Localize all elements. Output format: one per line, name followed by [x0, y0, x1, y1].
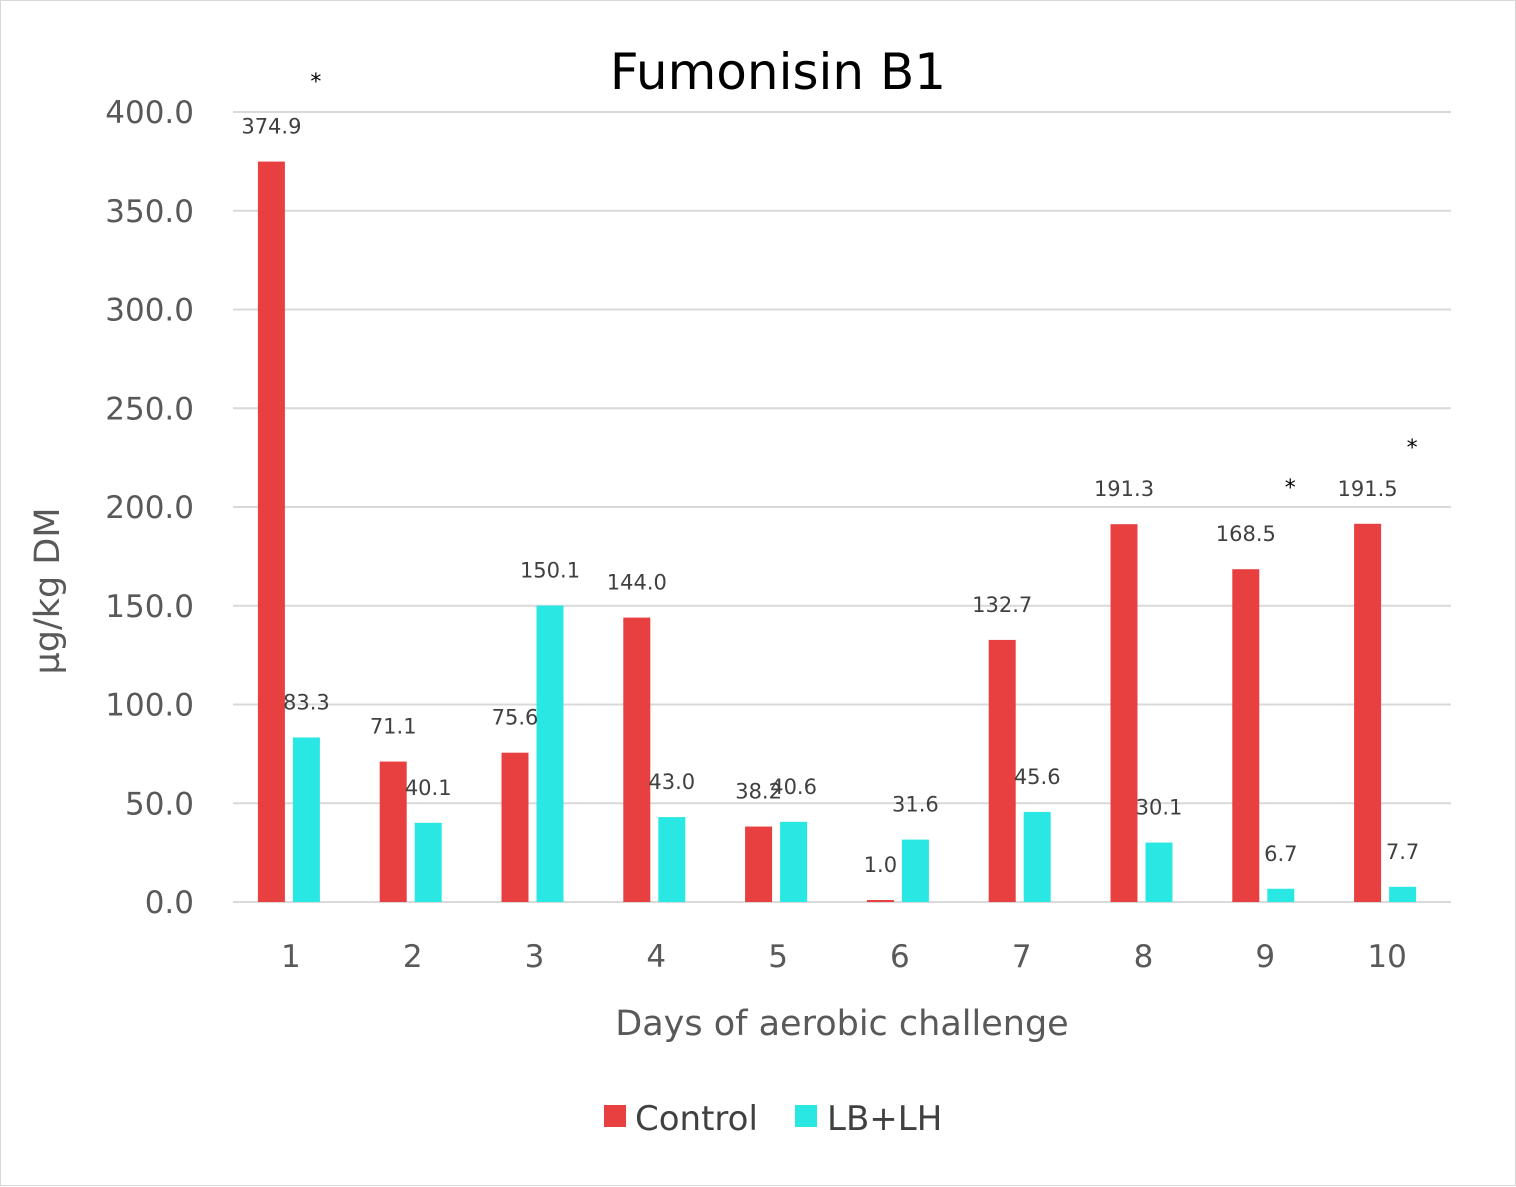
significance-marks: * * * [310, 70, 1417, 501]
gridlines [233, 111, 1451, 903]
data-label: 6.7 [1264, 842, 1297, 866]
data-label: 71.1 [370, 715, 417, 739]
bar-control [379, 761, 407, 902]
significance-mark: * [310, 70, 321, 95]
bar-lb-lh [901, 839, 929, 902]
legend-swatch-control [604, 1105, 626, 1127]
legend: Control LB+LH [604, 1099, 942, 1139]
y-axis-ticks: 0.0 50.0 100.0 150.0 200.0 250.0 300.0 350.0 400… [105, 95, 194, 921]
bar-lb-lh [780, 821, 808, 902]
bar-lb-lh [1267, 888, 1295, 902]
x-axis-label: Days of aerobic challenge [615, 1004, 1068, 1044]
y-tick-label: 400.0 [105, 95, 194, 131]
data-label: 30.1 [1136, 796, 1183, 820]
bar-control [745, 826, 773, 902]
legend-label-control: Control [635, 1099, 758, 1139]
data-label: 132.7 [972, 593, 1032, 617]
data-label: 1.0 [864, 853, 897, 877]
y-tick-label: 350.0 [105, 194, 194, 230]
bar-lb-lh [414, 822, 442, 902]
x-tick-label: 3 [525, 939, 545, 975]
data-label: 191.3 [1094, 477, 1154, 501]
bar-lb-lh [1145, 842, 1173, 902]
data-label: 144.0 [607, 571, 667, 595]
y-tick-label: 0.0 [145, 885, 194, 921]
data-label: 83.3 [283, 690, 330, 714]
bar-lb-lh [1389, 886, 1417, 902]
legend-label-lb-lh: LB+LH [827, 1099, 942, 1139]
bar-control [1110, 524, 1138, 902]
bar-lb-lh [658, 817, 686, 902]
bar-control [501, 752, 529, 902]
data-labels: 374.9 71.1 75.6 144.0 38.2 1.0 132.7 191.3 168.5… [241, 115, 1419, 877]
bar-control [257, 161, 285, 902]
x-tick-label: 10 [1367, 939, 1406, 975]
x-tick-label: 8 [1134, 939, 1154, 975]
bar-control [866, 900, 894, 902]
bar-lb-lh [1023, 811, 1051, 902]
y-axis-label: µg/kg DM [28, 507, 68, 674]
bar-control [1232, 569, 1260, 902]
data-label: 168.5 [1216, 522, 1276, 546]
bar-lb-lh [292, 737, 320, 902]
x-tick-label: 2 [403, 939, 423, 975]
data-label: 75.6 [492, 706, 539, 730]
data-label: 150.1 [520, 559, 580, 583]
data-label: 7.7 [1386, 840, 1419, 864]
bar-lb-lh [536, 605, 564, 902]
x-axis-ticks: 1 2 3 4 5 6 7 8 9 10 [281, 939, 1407, 975]
data-label: 40.6 [770, 775, 817, 799]
y-tick-label: 300.0 [105, 293, 194, 329]
data-label: 45.6 [1014, 765, 1061, 789]
y-tick-label: 100.0 [105, 688, 194, 724]
data-label: 40.1 [405, 776, 452, 800]
y-tick-label: 150.0 [105, 589, 194, 625]
data-label: 374.9 [241, 115, 301, 139]
y-tick-label: 250.0 [105, 391, 194, 427]
data-label: 43.0 [648, 770, 695, 794]
significance-mark: * [1407, 436, 1418, 461]
y-tick-label: 50.0 [125, 786, 194, 822]
legend-swatch-lb-lh [795, 1105, 817, 1127]
x-tick-label: 6 [890, 939, 910, 975]
x-tick-label: 9 [1255, 939, 1275, 975]
x-tick-label: 4 [646, 939, 666, 975]
bar-control [623, 617, 651, 902]
data-label: 191.5 [1338, 477, 1398, 501]
x-tick-label: 7 [1012, 939, 1032, 975]
significance-mark: * [1285, 476, 1296, 501]
chart-title: Fumonisin B1 [610, 43, 946, 101]
bar-control [988, 639, 1016, 902]
bar-control [1354, 523, 1382, 902]
data-label: 31.6 [892, 793, 939, 817]
x-tick-label: 5 [768, 939, 788, 975]
y-tick-label: 200.0 [105, 490, 194, 526]
bars [257, 161, 1417, 902]
x-tick-label: 1 [281, 939, 301, 975]
data-label: 38.2 [735, 780, 782, 804]
